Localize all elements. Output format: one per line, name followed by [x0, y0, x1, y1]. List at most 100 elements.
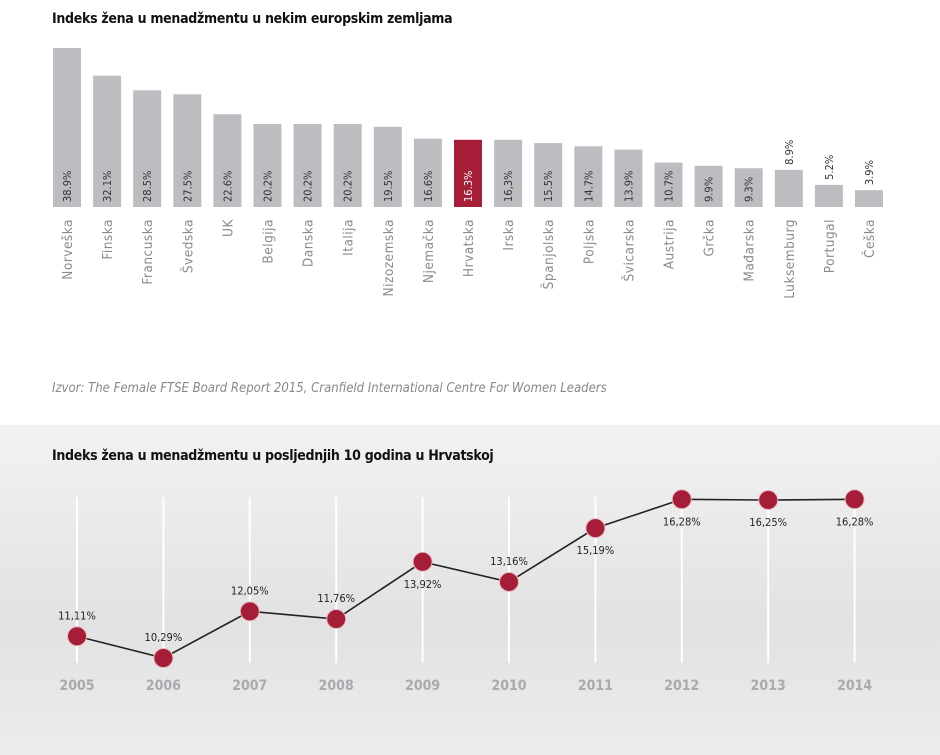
- x-tick-label: 2007: [232, 678, 267, 694]
- x-tick-label: 2006: [146, 678, 181, 694]
- data-point: [412, 551, 433, 572]
- x-tick-label: 2010: [491, 678, 526, 694]
- data-label: 13,92%: [404, 578, 442, 591]
- bar-value-label: 5.2%: [823, 155, 836, 180]
- bar: [93, 75, 122, 207]
- category-label: UK: [220, 218, 236, 236]
- bar-value-label: 22.6%: [221, 171, 234, 202]
- data-point: [671, 489, 692, 510]
- bar: [774, 169, 803, 207]
- category-label: Njemačka: [421, 219, 437, 283]
- bar-value-label: 16.3%: [462, 171, 475, 202]
- x-tick-label: 2005: [59, 678, 94, 694]
- x-tick-label: 2013: [751, 678, 786, 694]
- bar: [494, 139, 523, 207]
- bar-value-label: 20.2%: [302, 171, 315, 202]
- bar-chart: 38.9% Norveška 32.1% Finska 28.5% Francuska 27…: [53, 48, 883, 299]
- data-label: 16,28%: [663, 515, 701, 528]
- category-label: Belgija: [261, 219, 277, 264]
- category-label: Hrvatska: [461, 219, 477, 277]
- category-label: Češka: [860, 219, 878, 258]
- data-label: 11,76%: [317, 592, 355, 605]
- bar: [734, 168, 763, 207]
- category-label: Finska: [100, 219, 116, 260]
- bar: [855, 190, 883, 207]
- category-label: Grčka: [702, 219, 718, 257]
- bar: [574, 146, 603, 207]
- data-label: 16,28%: [836, 515, 874, 528]
- category-label: Španjolska: [539, 219, 557, 289]
- bar-value-label: 13.9%: [622, 171, 635, 202]
- line-chart-section: Indeks žena u menadžmentu u posljednjih …: [0, 425, 940, 755]
- x-tick-label: 2012: [664, 678, 699, 694]
- bar: [413, 138, 442, 207]
- bar-value-label: 16.6%: [422, 171, 435, 202]
- data-label: 15,19%: [577, 544, 615, 557]
- bar-value-label: 15.5%: [542, 171, 555, 202]
- category-label: Francuska: [140, 219, 156, 285]
- category-label: Švedska: [178, 219, 196, 273]
- line-chart: 2005 2006 2007 2008 2009 2010 2011 2012 2013 2014…: [58, 489, 874, 694]
- x-tick-label: 2008: [319, 678, 354, 694]
- bar-value-label: 9.9%: [703, 177, 716, 202]
- bar-value-label: 14.7%: [582, 171, 595, 202]
- data-label: 13,16%: [490, 555, 528, 568]
- data-point: [585, 518, 606, 539]
- data-point: [758, 490, 779, 511]
- bar: [694, 165, 723, 207]
- category-label: Italija: [341, 219, 357, 256]
- bar-value-label: 27.5%: [181, 171, 194, 202]
- data-point: [499, 571, 519, 592]
- line-chart-title: Indeks žena u menadžmentu u posljednjih …: [52, 448, 494, 464]
- category-label: Austrija: [662, 219, 678, 269]
- bar-value-label: 28.5%: [141, 171, 154, 202]
- bar: [534, 143, 563, 207]
- category-label: Danska: [301, 219, 317, 267]
- x-tick-label: 2009: [405, 678, 440, 694]
- data-point: [153, 648, 174, 668]
- bar: [333, 123, 362, 207]
- bar-chart-title: Indeks žena u menadžmentu u nekim europs…: [52, 11, 453, 27]
- bar-value-label: 20.2%: [262, 171, 275, 202]
- bar: [213, 114, 242, 207]
- bar-value-label: 38.9%: [61, 171, 74, 202]
- bar: [293, 123, 322, 207]
- bar-value-label: 3.9%: [863, 160, 876, 185]
- x-tick-label: 2014: [837, 678, 872, 694]
- bar-value-label: 10.7%: [663, 171, 676, 202]
- data-label: 16,25%: [749, 516, 787, 529]
- bar: [373, 126, 402, 207]
- bar: [133, 90, 162, 207]
- bar-chart-section: Indeks žena u menadžmentu u nekim europs…: [52, 11, 883, 396]
- category-label: Norveška: [60, 219, 76, 280]
- bar: [253, 123, 282, 207]
- category-label: Nizozemska: [381, 219, 397, 297]
- category-label: Mađarska: [742, 219, 758, 282]
- category-label: Luksemburg: [782, 219, 798, 299]
- data-point: [67, 626, 87, 647]
- bar-value-label: 19.5%: [382, 171, 395, 202]
- category-label: Švicarska: [619, 219, 637, 281]
- category-label: Portugal: [822, 219, 838, 273]
- category-label: Poljska: [581, 219, 597, 264]
- data-label: 10,29%: [145, 631, 183, 644]
- source-note: Izvor: The Female FTSE Board Report 2015…: [52, 381, 607, 396]
- bar-value-label: 9.3%: [743, 177, 756, 202]
- series-line: [76, 498, 855, 659]
- data-label: 12,05%: [231, 584, 269, 597]
- data-point: [844, 489, 865, 510]
- bar: [454, 139, 482, 207]
- bar: [654, 162, 683, 207]
- data-point: [326, 609, 347, 630]
- bar-value-label: 8.9%: [783, 140, 796, 165]
- data-label: 11,11%: [58, 609, 96, 622]
- bar: [53, 48, 81, 207]
- bar-value-label: 16,3%: [502, 171, 515, 202]
- bar-value-label: 32.1%: [101, 171, 114, 202]
- bar: [173, 94, 202, 207]
- category-label: Irska: [501, 219, 517, 251]
- bar: [614, 149, 643, 207]
- data-point: [239, 601, 260, 622]
- x-tick-label: 2011: [578, 678, 613, 694]
- bar: [814, 184, 843, 207]
